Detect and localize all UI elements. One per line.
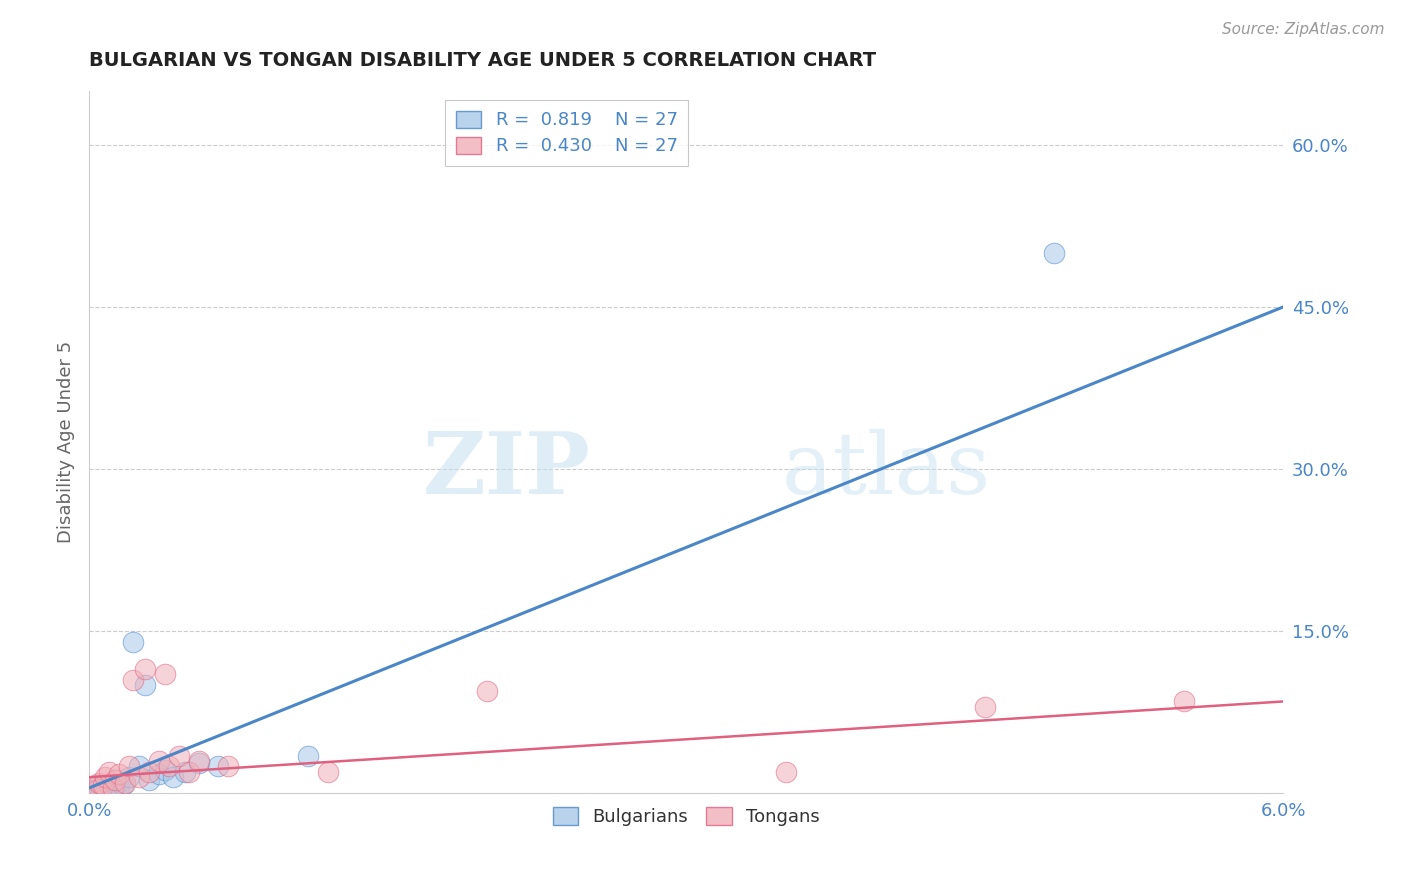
Point bbox=[297, 748, 319, 763]
Point bbox=[128, 770, 150, 784]
Point bbox=[153, 667, 176, 681]
Point bbox=[101, 782, 124, 797]
Point bbox=[121, 673, 143, 687]
Point bbox=[101, 780, 124, 795]
Point bbox=[162, 770, 184, 784]
Text: BULGARIAN VS TONGAN DISABILITY AGE UNDER 5 CORRELATION CHART: BULGARIAN VS TONGAN DISABILITY AGE UNDER… bbox=[89, 51, 876, 70]
Y-axis label: Disability Age Under 5: Disability Age Under 5 bbox=[58, 341, 75, 543]
Point bbox=[138, 773, 160, 788]
Point bbox=[134, 662, 156, 676]
Point bbox=[82, 780, 104, 795]
Point bbox=[100, 783, 122, 797]
Point bbox=[90, 783, 112, 797]
Point bbox=[104, 780, 127, 795]
Point bbox=[775, 764, 797, 779]
Point bbox=[114, 775, 136, 789]
Legend: Bulgarians, Tongans: Bulgarians, Tongans bbox=[546, 800, 827, 833]
Point bbox=[134, 678, 156, 692]
Text: Source: ZipAtlas.com: Source: ZipAtlas.com bbox=[1222, 22, 1385, 37]
Point bbox=[87, 780, 110, 795]
Point bbox=[108, 780, 131, 794]
Point bbox=[128, 759, 150, 773]
Point bbox=[98, 764, 121, 779]
Point bbox=[187, 754, 209, 768]
Point bbox=[91, 780, 114, 794]
Point bbox=[94, 782, 117, 797]
Point bbox=[316, 764, 339, 779]
Point bbox=[118, 759, 141, 773]
Point bbox=[94, 770, 117, 784]
Point bbox=[1043, 245, 1066, 260]
Text: ZIP: ZIP bbox=[423, 428, 591, 512]
Point bbox=[153, 763, 176, 777]
Point bbox=[98, 779, 121, 793]
Point bbox=[87, 775, 110, 789]
Point bbox=[187, 756, 209, 770]
Point bbox=[118, 770, 141, 784]
Point bbox=[217, 759, 239, 773]
Point bbox=[96, 780, 118, 795]
Point bbox=[1173, 694, 1195, 708]
Point bbox=[86, 782, 108, 797]
Text: atlas: atlas bbox=[782, 428, 991, 512]
Point bbox=[82, 783, 104, 797]
Point bbox=[84, 784, 107, 798]
Point bbox=[148, 767, 170, 781]
Point bbox=[138, 764, 160, 779]
Point bbox=[111, 778, 134, 792]
Point bbox=[207, 759, 229, 773]
Point bbox=[148, 754, 170, 768]
Point bbox=[177, 764, 200, 779]
Point bbox=[157, 759, 180, 773]
Point bbox=[167, 748, 190, 763]
Point bbox=[173, 764, 195, 779]
Point bbox=[475, 683, 498, 698]
Point bbox=[108, 767, 131, 781]
Point bbox=[973, 699, 995, 714]
Point bbox=[91, 778, 114, 792]
Point bbox=[86, 783, 108, 797]
Point bbox=[121, 635, 143, 649]
Point bbox=[104, 773, 127, 788]
